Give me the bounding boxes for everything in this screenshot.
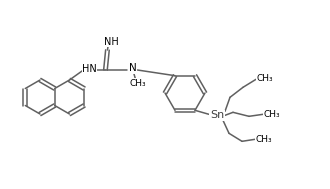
Text: CH₃: CH₃ (129, 78, 146, 88)
Text: Sn: Sn (210, 110, 224, 120)
Text: N: N (129, 63, 136, 73)
Text: CH₃: CH₃ (256, 135, 272, 144)
Text: CH₃: CH₃ (264, 110, 280, 119)
Text: NH: NH (104, 37, 119, 47)
Text: HN: HN (82, 64, 97, 74)
Text: CH₃: CH₃ (257, 74, 273, 83)
